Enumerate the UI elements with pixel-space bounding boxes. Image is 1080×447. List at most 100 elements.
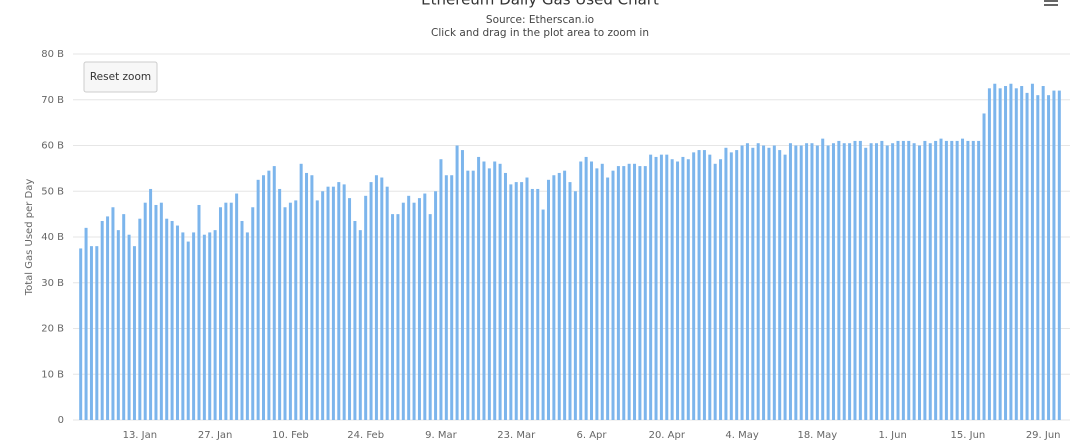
bar bbox=[1030, 83, 1034, 421]
bar bbox=[106, 216, 110, 420]
button-label[interactable]: Reset zoom bbox=[90, 71, 151, 83]
bar bbox=[622, 166, 626, 420]
bar bbox=[503, 172, 507, 420]
bar bbox=[235, 193, 239, 420]
bar bbox=[1057, 90, 1061, 420]
bar bbox=[681, 156, 685, 420]
bar bbox=[493, 161, 497, 420]
bar bbox=[616, 166, 620, 420]
bar bbox=[262, 175, 266, 420]
plot-area: 0 10 B 20 B 30 B 40 B 50 B 60 B 70 B 80 B 13. Jan… bbox=[41, 49, 1070, 441]
bar bbox=[213, 230, 217, 420]
menu-icon[interactable] bbox=[1044, 0, 1058, 6]
bar bbox=[95, 246, 99, 420]
bar bbox=[149, 188, 153, 420]
bar bbox=[918, 145, 922, 420]
bar bbox=[251, 207, 255, 420]
bar bbox=[358, 230, 362, 420]
bar bbox=[584, 156, 588, 420]
y-tick-label: 30 B bbox=[41, 278, 64, 289]
y-tick-label: 60 B bbox=[41, 141, 64, 152]
bar bbox=[810, 143, 814, 420]
bar bbox=[369, 182, 373, 420]
bar bbox=[998, 88, 1002, 420]
bar bbox=[487, 168, 491, 420]
bar bbox=[546, 179, 550, 420]
bar bbox=[842, 143, 846, 420]
bar bbox=[466, 170, 470, 420]
bar bbox=[342, 184, 346, 420]
bar bbox=[697, 150, 701, 420]
bar bbox=[1014, 88, 1018, 420]
bar bbox=[1047, 95, 1051, 421]
bar bbox=[283, 207, 287, 420]
bar bbox=[434, 191, 438, 420]
bar bbox=[719, 159, 723, 420]
bar bbox=[175, 225, 179, 420]
x-tick-label: 9. Mar bbox=[425, 430, 457, 441]
bar bbox=[186, 241, 190, 420]
bar bbox=[202, 234, 206, 420]
bar bbox=[649, 154, 653, 420]
bar bbox=[1025, 92, 1029, 420]
bar bbox=[944, 140, 948, 421]
bar bbox=[79, 248, 83, 420]
bar bbox=[815, 145, 819, 420]
bar bbox=[530, 188, 534, 420]
bar bbox=[955, 140, 959, 421]
bar bbox=[310, 175, 314, 420]
bar bbox=[1052, 90, 1056, 420]
bar bbox=[896, 140, 900, 421]
bar bbox=[380, 177, 384, 420]
bar bbox=[799, 145, 803, 420]
y-tick-label: 80 B bbox=[41, 49, 64, 60]
bar bbox=[122, 214, 126, 420]
bar bbox=[471, 170, 475, 420]
bar bbox=[385, 186, 389, 420]
bar bbox=[638, 166, 642, 420]
bar bbox=[181, 232, 185, 420]
bar bbox=[423, 193, 427, 420]
x-tick-label: 24. Feb bbox=[347, 430, 384, 441]
bar bbox=[950, 140, 954, 421]
bar bbox=[428, 214, 432, 420]
bar bbox=[154, 204, 158, 420]
bar bbox=[568, 182, 572, 420]
bar bbox=[498, 163, 502, 421]
reset-zoom-button[interactable]: Reset zoom bbox=[83, 61, 158, 93]
y-axis-label: Total Gas Used per Day bbox=[24, 179, 35, 297]
bar bbox=[633, 163, 637, 421]
bar bbox=[229, 202, 233, 420]
bar bbox=[321, 191, 325, 420]
bar bbox=[132, 246, 136, 420]
bar bbox=[606, 177, 610, 420]
x-tick-label: 23. Mar bbox=[497, 430, 536, 441]
bar bbox=[100, 220, 104, 420]
bar bbox=[412, 202, 416, 420]
x-tick-label: 27. Jan bbox=[198, 430, 233, 441]
x-tick-label: 29. Jun bbox=[1026, 430, 1061, 441]
bar bbox=[966, 140, 970, 421]
bar bbox=[1009, 83, 1013, 421]
bar bbox=[729, 152, 733, 421]
bar bbox=[482, 161, 486, 420]
bar bbox=[353, 220, 357, 420]
bar bbox=[337, 182, 341, 420]
bar bbox=[455, 145, 459, 420]
bar bbox=[858, 140, 862, 421]
bar bbox=[305, 172, 309, 420]
bar bbox=[477, 156, 481, 420]
bar bbox=[1020, 86, 1024, 421]
bar bbox=[751, 147, 755, 420]
bar bbox=[977, 140, 981, 421]
bar bbox=[907, 140, 911, 421]
bar bbox=[724, 147, 728, 420]
bar bbox=[267, 170, 271, 420]
bar bbox=[278, 188, 282, 420]
bar bbox=[143, 202, 147, 420]
bar bbox=[396, 214, 400, 420]
bar bbox=[573, 191, 577, 420]
bar bbox=[557, 172, 561, 420]
bar bbox=[165, 218, 169, 420]
bar bbox=[745, 143, 749, 420]
